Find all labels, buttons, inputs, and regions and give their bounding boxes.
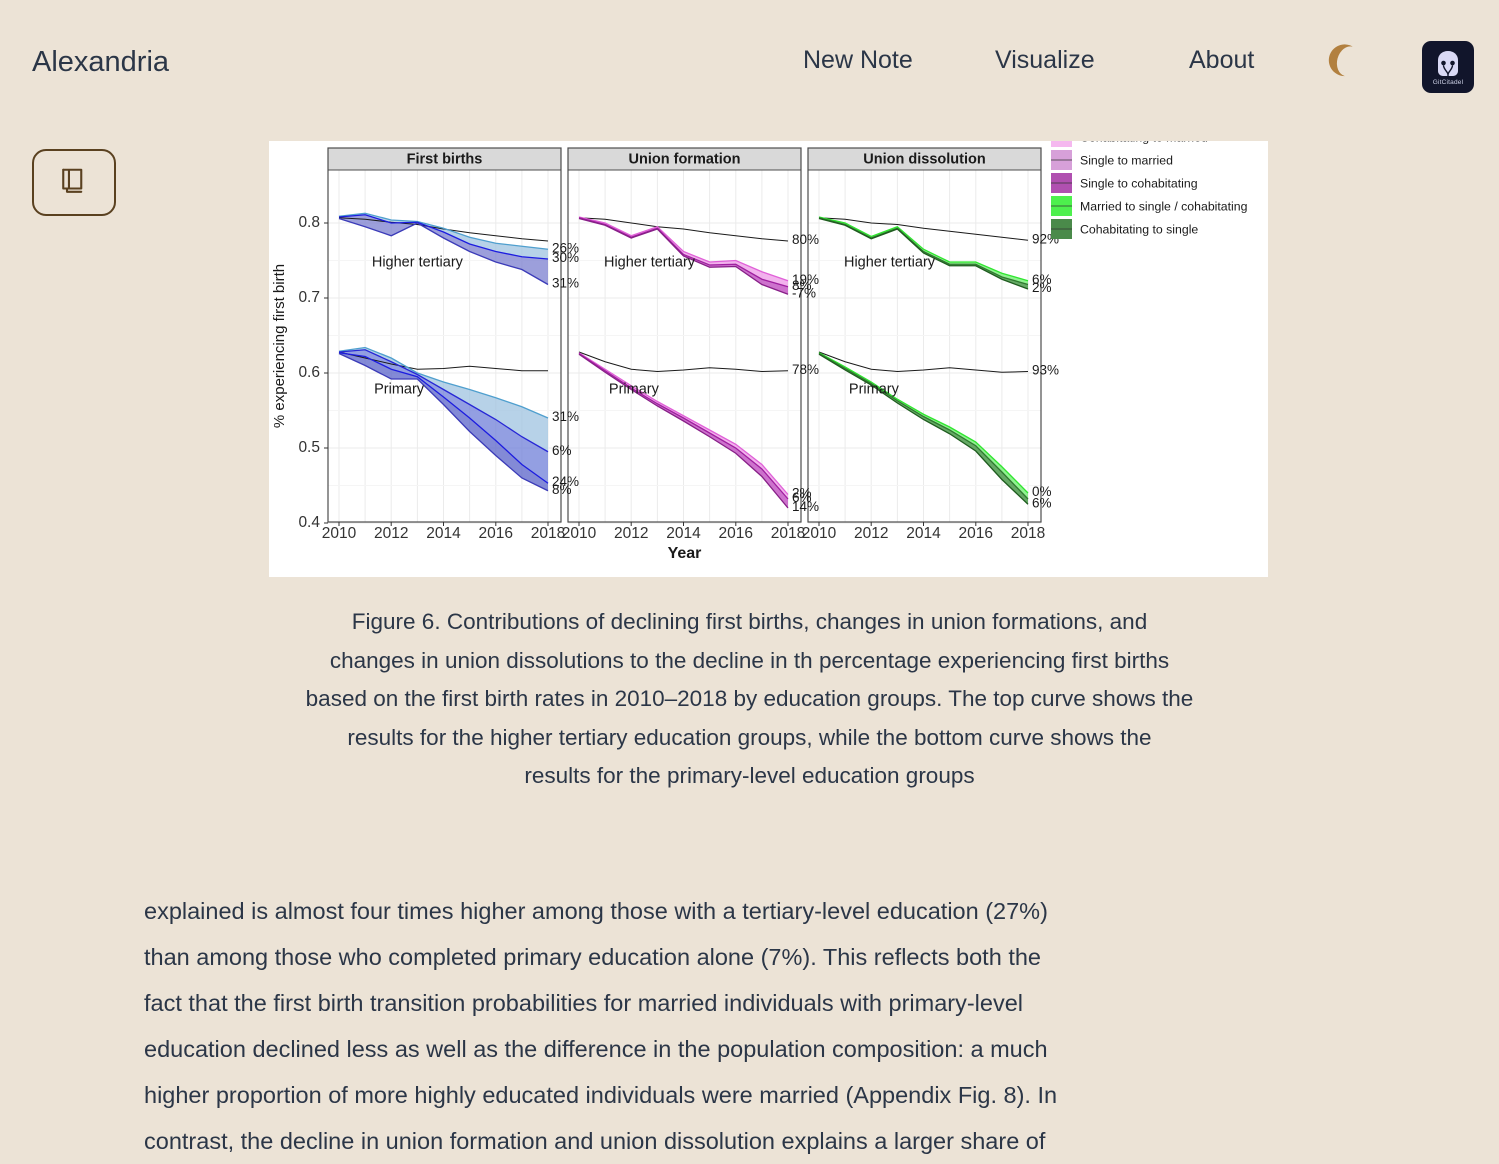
svg-text:Married to single / cohabitati: Married to single / cohabitating [1080,199,1248,213]
svg-text:Primary: Primary [609,381,660,397]
svg-text:-7%: -7% [792,285,816,300]
svg-text:2012: 2012 [854,525,888,542]
svg-text:31%: 31% [552,276,579,291]
svg-text:80%: 80% [792,232,819,247]
svg-text:% experiencing first birth: % experiencing first birth [271,264,288,428]
svg-text:Single to cohabitating: Single to cohabitating [1080,176,1198,190]
svg-text:2010: 2010 [802,525,837,542]
svg-text:2018: 2018 [1011,525,1045,542]
svg-text:2010: 2010 [322,525,357,542]
svg-text:Higher tertiary: Higher tertiary [844,255,936,271]
svg-text:Cohabitating to single: Cohabitating to single [1080,222,1198,236]
svg-text:Union dissolution: Union dissolution [863,152,985,168]
svg-text:Year: Year [668,545,702,562]
svg-text:First births: First births [407,152,483,168]
svg-text:Higher tertiary: Higher tertiary [604,255,696,271]
svg-text:2012: 2012 [374,525,408,542]
svg-text:6%: 6% [1032,495,1052,510]
svg-text:2016: 2016 [479,525,513,542]
svg-text:2%: 2% [1032,280,1052,295]
svg-text:0.4: 0.4 [298,514,320,531]
svg-text:Primary: Primary [374,381,425,397]
svg-text:0.7: 0.7 [298,289,320,306]
svg-text:0.6: 0.6 [298,364,320,381]
svg-text:93%: 93% [1032,363,1059,378]
svg-text:2018: 2018 [771,525,805,542]
svg-text:0.8: 0.8 [298,214,320,231]
svg-text:14%: 14% [792,499,819,514]
svg-text:30%: 30% [552,250,579,265]
svg-text:Primary: Primary [849,381,900,397]
svg-text:2016: 2016 [719,525,753,542]
svg-text:78%: 78% [792,362,819,377]
svg-text:2014: 2014 [666,525,701,542]
svg-text:Union formation: Union formation [629,152,741,168]
svg-text:31%: 31% [552,409,579,424]
svg-text:2014: 2014 [426,525,461,542]
svg-text:Cohabitating to married: Cohabitating to married [1080,141,1208,144]
svg-text:Higher tertiary: Higher tertiary [372,255,464,271]
svg-text:6%: 6% [552,443,572,458]
svg-text:2010: 2010 [562,525,597,542]
svg-text:2014: 2014 [906,525,941,542]
svg-text:2018: 2018 [531,525,565,542]
svg-text:Single to married: Single to married [1080,153,1173,167]
svg-text:2012: 2012 [614,525,648,542]
svg-text:8%: 8% [552,482,572,497]
svg-text:0.5: 0.5 [298,439,320,456]
svg-text:2016: 2016 [959,525,993,542]
